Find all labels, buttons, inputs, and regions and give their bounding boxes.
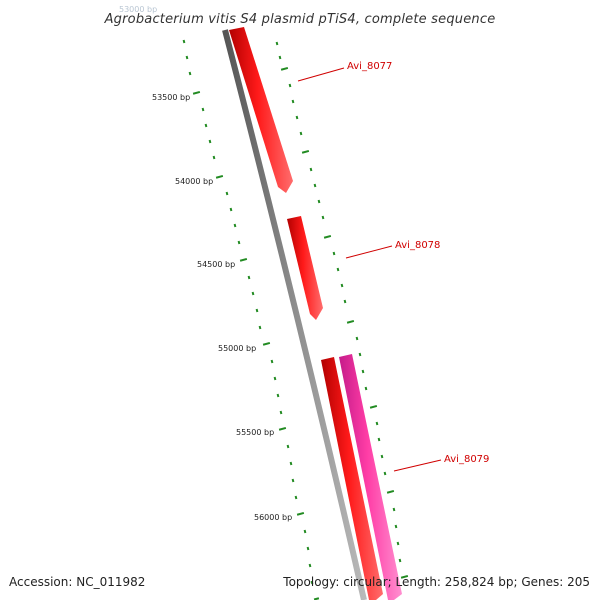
position-label-53500: 53500 bp xyxy=(152,93,190,102)
map-title: Agrobacterium vitis S4 plasmid pTiS4, co… xyxy=(104,12,496,27)
outer-tick-ring xyxy=(275,41,409,579)
position-labels: 53500 bp 54000 bp 54500 bp 55000 bp 5550… xyxy=(152,93,292,522)
feature-label-avi-8079: Avi_8079 xyxy=(444,454,489,465)
feature-label-avi-8078: Avi_8078 xyxy=(395,240,440,251)
position-label-54000: 54000 bp xyxy=(175,177,213,186)
position-label-55000: 55000 bp xyxy=(218,344,256,353)
accession-text: Accession: NC_011982 xyxy=(9,575,145,589)
feature-label-group: Avi_8077 Avi_8078 Avi_8079 xyxy=(297,61,489,472)
inner-tick-ring xyxy=(182,39,320,600)
position-label-56000: 56000 bp xyxy=(254,513,292,522)
feature-avi-8079[interactable] xyxy=(321,357,383,600)
reverse-strand-feature[interactable] xyxy=(339,354,402,600)
plasmid-backbone xyxy=(222,29,371,600)
topology-summary: Topology: circular; Length: 258,824 bp; … xyxy=(282,575,590,589)
clipped-position-label: 53000 bp xyxy=(119,5,157,14)
position-label-54500: 54500 bp xyxy=(197,260,235,269)
feature-avi-8078[interactable] xyxy=(287,216,323,320)
feature-label-avi-8077: Avi_8077 xyxy=(347,61,392,72)
feature-avi-8077[interactable] xyxy=(229,27,293,193)
position-label-55500: 55500 bp xyxy=(236,428,274,437)
